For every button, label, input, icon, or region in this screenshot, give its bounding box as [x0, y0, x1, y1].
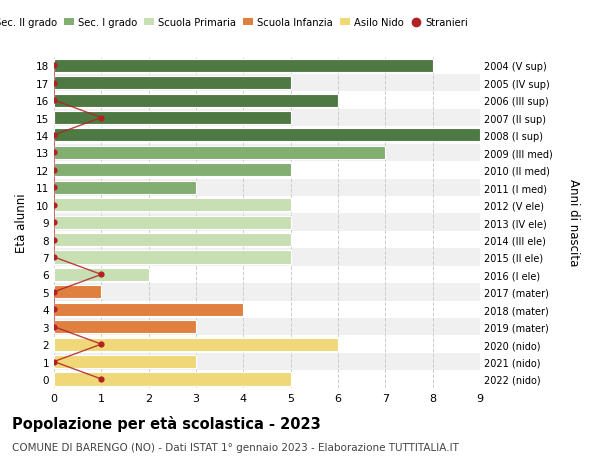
- Bar: [54, 268, 149, 281]
- Bar: [54, 353, 480, 370]
- Bar: [54, 216, 290, 229]
- Bar: [54, 181, 196, 194]
- Bar: [54, 251, 290, 264]
- Bar: [54, 129, 480, 142]
- Y-axis label: Anni di nascita: Anni di nascita: [567, 179, 580, 266]
- Bar: [54, 320, 196, 334]
- Bar: [54, 199, 290, 212]
- Bar: [54, 164, 290, 177]
- Legend: Sec. II grado, Sec. I grado, Scuola Primaria, Scuola Infanzia, Asilo Nido, Stran: Sec. II grado, Sec. I grado, Scuola Prim…: [0, 14, 472, 33]
- Bar: [54, 214, 480, 231]
- Bar: [54, 370, 480, 388]
- Bar: [54, 127, 480, 144]
- Bar: [54, 231, 480, 249]
- Bar: [54, 75, 480, 92]
- Bar: [54, 110, 480, 127]
- Bar: [54, 146, 385, 160]
- Bar: [54, 301, 480, 318]
- Bar: [54, 373, 290, 386]
- Bar: [54, 336, 480, 353]
- Bar: [54, 196, 480, 214]
- Bar: [54, 318, 480, 336]
- Bar: [54, 303, 244, 316]
- Bar: [54, 234, 290, 246]
- Bar: [54, 266, 480, 284]
- Bar: [54, 112, 290, 125]
- Bar: [54, 95, 338, 107]
- Bar: [54, 285, 101, 299]
- Bar: [54, 77, 290, 90]
- Bar: [54, 57, 480, 75]
- Bar: [54, 92, 480, 110]
- Bar: [54, 249, 480, 266]
- Bar: [54, 162, 480, 179]
- Bar: [54, 284, 480, 301]
- Y-axis label: Età alunni: Età alunni: [16, 193, 28, 252]
- Bar: [54, 355, 196, 368]
- Bar: [54, 338, 338, 351]
- Text: Popolazione per età scolastica - 2023: Popolazione per età scolastica - 2023: [12, 415, 321, 431]
- Bar: [54, 144, 480, 162]
- Bar: [54, 179, 480, 196]
- Text: COMUNE DI BARENGO (NO) - Dati ISTAT 1° gennaio 2023 - Elaborazione TUTTITALIA.IT: COMUNE DI BARENGO (NO) - Dati ISTAT 1° g…: [12, 442, 459, 452]
- Bar: [54, 60, 433, 73]
